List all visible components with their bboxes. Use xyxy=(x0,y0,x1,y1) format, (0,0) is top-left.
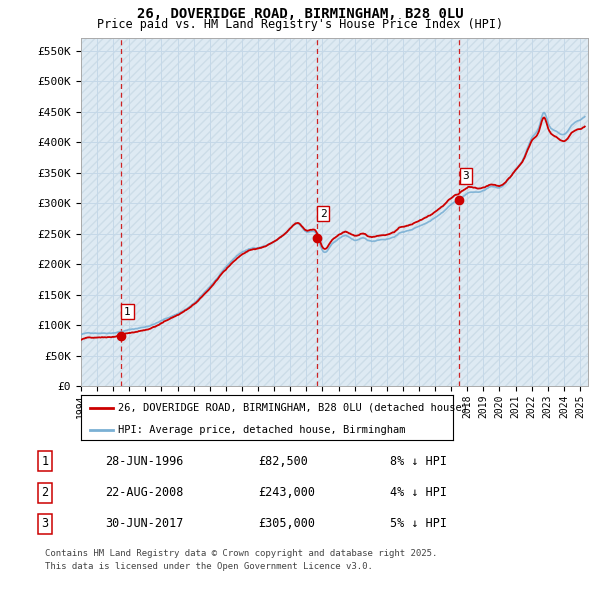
26, DOVERIDGE ROAD, BIRMINGHAM, B28 0LU (detached house) xyxy=(149,324,156,331)
HPI: Average price, detached house, Birmingham: (2.02e+03, 4.49e+05): Average price, detached house, Birmingha… xyxy=(541,109,548,116)
Text: 3: 3 xyxy=(41,517,49,530)
Text: 26, DOVERIDGE ROAD, BIRMINGHAM, B28 0LU (detached house): 26, DOVERIDGE ROAD, BIRMINGHAM, B28 0LU … xyxy=(118,403,468,412)
Text: Price paid vs. HM Land Registry's House Price Index (HPI): Price paid vs. HM Land Registry's House … xyxy=(97,18,503,31)
HPI: Average price, detached house, Birmingham: (1.99e+03, 8.57e+04): Average price, detached house, Birmingha… xyxy=(79,330,86,337)
26, DOVERIDGE ROAD, BIRMINGHAM, B28 0LU (detached house) xyxy=(148,324,155,331)
Text: 4% ↓ HPI: 4% ↓ HPI xyxy=(390,486,447,499)
26, DOVERIDGE ROAD, BIRMINGHAM, B28 0LU (detached house) xyxy=(225,263,232,270)
HPI: Average price, detached house, Birmingham: (2.01e+03, 2.54e+05): Average price, detached house, Birmingha… xyxy=(307,228,314,235)
Text: This data is licensed under the Open Government Licence v3.0.: This data is licensed under the Open Gov… xyxy=(45,562,373,571)
Text: 3: 3 xyxy=(463,171,469,181)
Text: Contains HM Land Registry data © Crown copyright and database right 2025.: Contains HM Land Registry data © Crown c… xyxy=(45,549,437,558)
Text: 2: 2 xyxy=(320,209,326,219)
26, DOVERIDGE ROAD, BIRMINGHAM, B28 0LU (detached house) xyxy=(79,336,86,343)
Text: 2: 2 xyxy=(41,486,49,499)
Text: £82,500: £82,500 xyxy=(258,455,308,468)
Text: HPI: Average price, detached house, Birmingham: HPI: Average price, detached house, Birm… xyxy=(118,425,406,435)
Text: 1: 1 xyxy=(41,455,49,468)
26, DOVERIDGE ROAD, BIRMINGHAM, B28 0LU (detached house) xyxy=(581,123,589,130)
Text: 26, DOVERIDGE ROAD, BIRMINGHAM, B28 0LU: 26, DOVERIDGE ROAD, BIRMINGHAM, B28 0LU xyxy=(137,7,463,21)
HPI: Average price, detached house, Birmingham: (2e+03, 1.01e+05): Average price, detached house, Birmingha… xyxy=(149,321,156,328)
Line: HPI: Average price, detached house, Birmingham: HPI: Average price, detached house, Birm… xyxy=(81,113,585,335)
HPI: Average price, detached house, Birmingham: (2e+03, 1.16e+05): Average price, detached house, Birmingha… xyxy=(169,312,176,319)
Text: 28-JUN-1996: 28-JUN-1996 xyxy=(105,455,184,468)
Text: £243,000: £243,000 xyxy=(258,486,315,499)
Text: 5% ↓ HPI: 5% ↓ HPI xyxy=(390,517,447,530)
26, DOVERIDGE ROAD, BIRMINGHAM, B28 0LU (detached house) xyxy=(77,336,85,343)
Text: 8% ↓ HPI: 8% ↓ HPI xyxy=(390,455,447,468)
HPI: Average price, detached house, Birmingham: (2.03e+03, 4.42e+05): Average price, detached house, Birmingha… xyxy=(581,113,589,120)
Text: 1: 1 xyxy=(124,307,131,317)
Text: 22-AUG-2008: 22-AUG-2008 xyxy=(105,486,184,499)
26, DOVERIDGE ROAD, BIRMINGHAM, B28 0LU (detached house) xyxy=(169,314,176,321)
Text: £305,000: £305,000 xyxy=(258,517,315,530)
HPI: Average price, detached house, Birmingham: (1.99e+03, 8.51e+04): Average price, detached house, Birmingha… xyxy=(77,331,85,338)
HPI: Average price, detached house, Birmingham: (2e+03, 2e+05): Average price, detached house, Birmingha… xyxy=(225,261,232,268)
26, DOVERIDGE ROAD, BIRMINGHAM, B28 0LU (detached house) xyxy=(541,114,548,121)
Text: 30-JUN-2017: 30-JUN-2017 xyxy=(105,517,184,530)
Bar xyxy=(81,38,588,386)
HPI: Average price, detached house, Birmingham: (2e+03, 1.01e+05): Average price, detached house, Birmingha… xyxy=(148,322,155,329)
26, DOVERIDGE ROAD, BIRMINGHAM, B28 0LU (detached house) xyxy=(307,226,314,233)
Line: 26, DOVERIDGE ROAD, BIRMINGHAM, B28 0LU (detached house): 26, DOVERIDGE ROAD, BIRMINGHAM, B28 0LU … xyxy=(81,117,585,340)
